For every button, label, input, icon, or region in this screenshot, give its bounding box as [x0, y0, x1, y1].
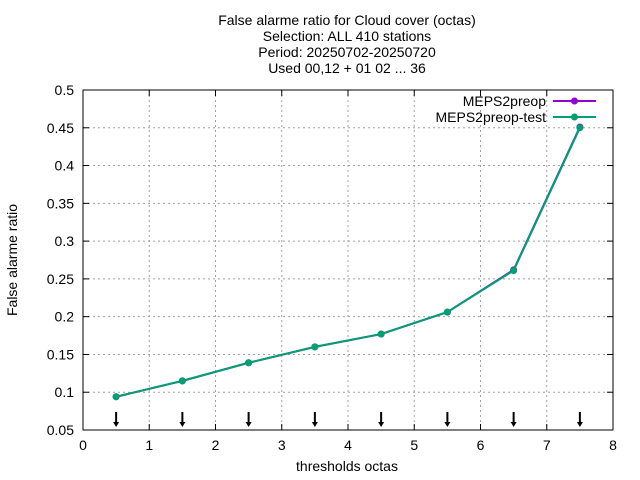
grid [83, 90, 613, 430]
y-tick-label: 0.25 [47, 271, 74, 287]
x-tick-label: 0 [79, 437, 87, 453]
data-point [377, 330, 385, 338]
x-tick-label: 2 [212, 437, 220, 453]
data-point [576, 124, 584, 132]
x-tick-label: 7 [543, 437, 551, 453]
legend-label: MEPS2preop-test [436, 109, 547, 125]
y-tick-label: 0.05 [47, 422, 74, 438]
title-line-4: Used 00,12 + 01 02 ... 36 [268, 60, 426, 76]
threshold-arrow [510, 412, 517, 427]
x-tick-label: 8 [609, 437, 617, 453]
chart-title: False alarme ratio for Cloud cover (octa… [218, 12, 476, 76]
x-tick-label: 3 [278, 437, 286, 453]
y-tick-label: 0.3 [55, 233, 75, 249]
legend-entry: MEPS2preop-test [436, 109, 596, 125]
legend-entry: MEPS2preop [463, 93, 596, 109]
y-tick-label: 0.2 [55, 309, 75, 325]
data-point [311, 343, 319, 351]
x-tick-label: 5 [410, 437, 418, 453]
series-MEPS2preop-test [112, 124, 584, 401]
data-point [178, 377, 186, 385]
threshold-arrow [378, 412, 385, 427]
threshold-arrow [245, 412, 252, 427]
x-tick-label: 6 [477, 437, 485, 453]
threshold-arrow [576, 412, 583, 427]
series [112, 123, 584, 401]
data-point [443, 308, 451, 316]
title-line-2: Selection: ALL 410 stations [263, 28, 431, 44]
x-tick-label: 4 [344, 437, 352, 453]
y-tick-label: 0.15 [47, 346, 74, 362]
x-axis-label: thresholds octas [296, 458, 398, 474]
title-line-1: False alarme ratio for Cloud cover (octa… [218, 12, 476, 28]
data-point [245, 359, 253, 367]
y-tick-labels: 0.05 0.1 0.15 0.2 0.25 0.3 0.35 0.4 0.45 0.5 [47, 82, 74, 438]
legend-marker [571, 97, 578, 105]
data-point [510, 267, 518, 275]
series-line [115, 127, 581, 398]
threshold-arrow [444, 412, 451, 427]
threshold-arrow [179, 412, 186, 427]
threshold-arrows [113, 412, 583, 427]
y-tick-label: 0.5 [55, 82, 75, 98]
threshold-arrow [311, 412, 318, 427]
y-tick-label: 0.45 [47, 120, 74, 136]
y-axis-label: False alarme ratio [4, 204, 20, 316]
legend-label: MEPS2preop [463, 93, 546, 109]
x-tick-label: 1 [145, 437, 153, 453]
y-tick-label: 0.35 [47, 195, 74, 211]
legend-marker [571, 113, 578, 121]
y-tick-label: 0.1 [55, 384, 75, 400]
title-line-3: Period: 20250702-20250720 [258, 44, 436, 60]
threshold-arrow [113, 412, 120, 427]
x-tick-labels: 0 1 2 3 4 5 6 7 8 [79, 437, 617, 453]
plot-frame [82, 89, 614, 431]
data-point [112, 393, 120, 401]
y-tick-label: 0.4 [55, 158, 75, 174]
